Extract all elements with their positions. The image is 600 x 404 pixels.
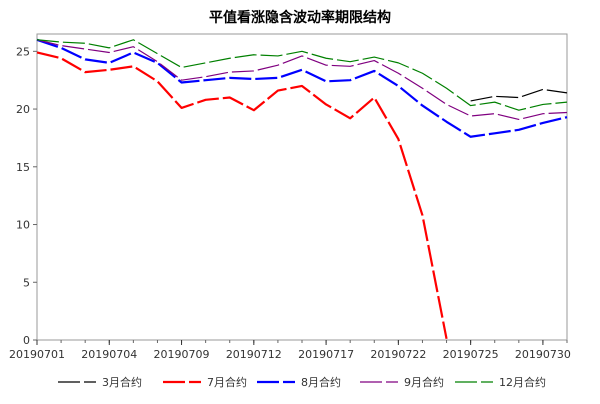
series-line-2: [36, 51, 448, 340]
y-tick-label: 15: [16, 161, 30, 174]
series-line-4: [36, 39, 568, 121]
x-axis: 20190701 20190704 20190709 20190712 20190717…: [9, 340, 571, 361]
y-tick-label: 5: [23, 276, 30, 289]
y-axis: 0 5 10 15 20 25: [16, 45, 37, 347]
chart-title: 平值看涨隐含波动率期限结构: [209, 9, 391, 26]
series-line-1: [470, 88, 568, 102]
legend: 3月合约 7月合约 8月合约 9月合约 12月合约: [58, 375, 546, 389]
x-tick-label: 20190712: [226, 348, 282, 361]
series-lines: [36, 38, 568, 340]
y-tick-label: 10: [16, 219, 30, 232]
legend-label: 9月合约: [404, 375, 444, 389]
x-tick-label: 20190730: [515, 348, 571, 361]
legend-label: 12月合约: [499, 375, 546, 389]
legend-label: 7月合约: [207, 375, 247, 389]
x-tick-label: 20190701: [9, 348, 65, 361]
legend-label: 3月合约: [102, 375, 142, 389]
plot-area: [36, 33, 568, 341]
x-tick-label: 20190709: [154, 348, 210, 361]
legend-label: 8月合约: [301, 375, 341, 389]
y-tick-label: 20: [16, 103, 30, 116]
series-line-5: [36, 39, 568, 111]
x-tick-label: 20190722: [370, 348, 426, 361]
series-line-3: [36, 38, 568, 138]
x-tick-label: 20190717: [298, 348, 354, 361]
y-tick-label: 0: [23, 334, 30, 347]
y-tick-label: 25: [16, 45, 30, 58]
x-tick-label: 20190725: [443, 348, 499, 361]
x-tick-label: 20190704: [81, 348, 137, 361]
